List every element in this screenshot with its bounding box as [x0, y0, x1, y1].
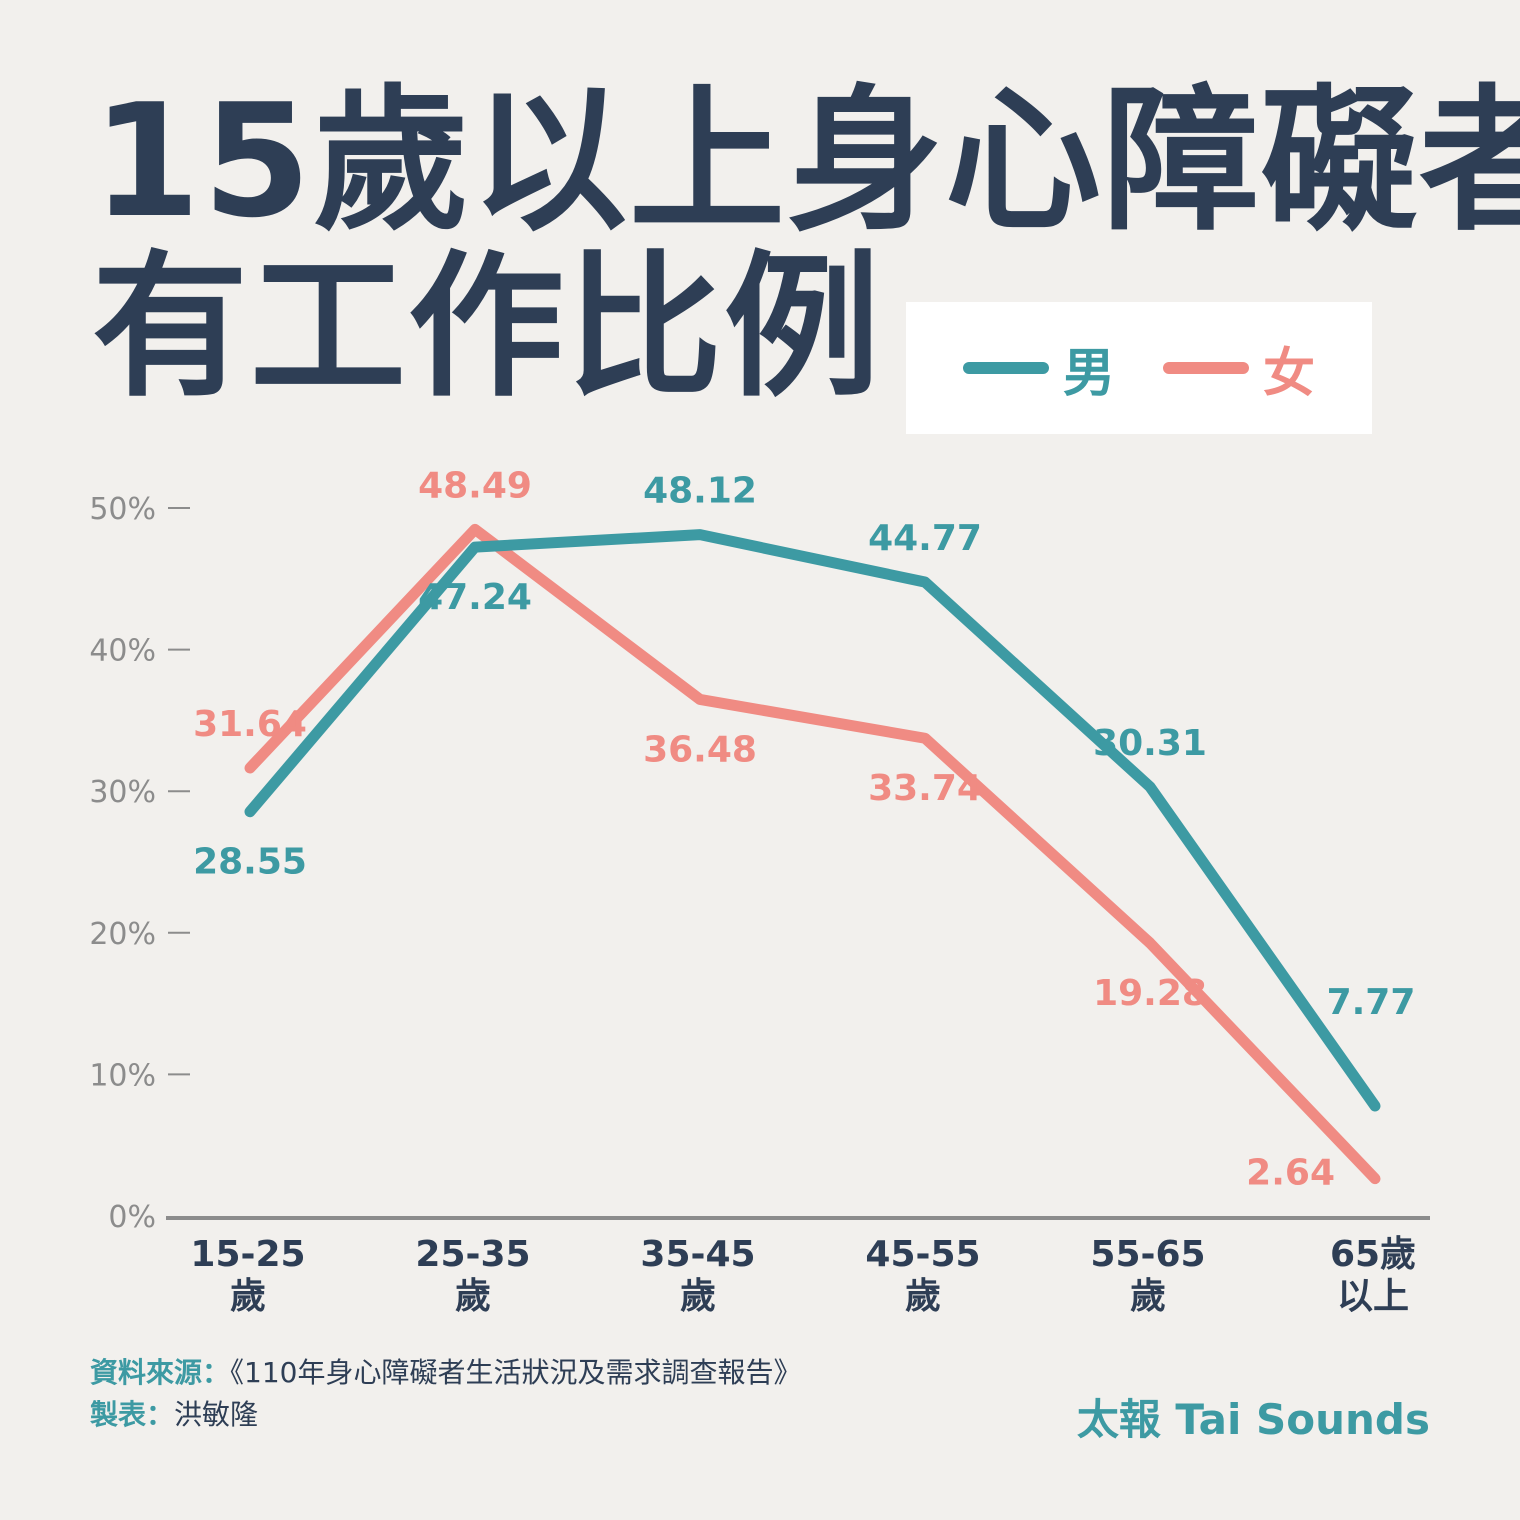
chart-title-line-1: 15歲以上身心障礙者 [92, 70, 1520, 252]
data-label-female: 36.48 [643, 729, 757, 770]
x-category-label-line: 55-65 [1090, 1234, 1205, 1275]
x-category-label: 45-55 歲 [865, 1234, 980, 1317]
x-category-label-line: 25-35 [415, 1234, 530, 1275]
x-category-label: 55-65 歲 [1090, 1234, 1205, 1317]
data-label-male: 48.12 [643, 471, 757, 512]
x-category-label-line: 15-25 [190, 1234, 305, 1275]
y-tick-label: 50% [89, 492, 156, 527]
chart-title-line-2: 有工作比例 [92, 236, 882, 418]
brand-logo-text: 太報 Tai Sounds [1076, 1395, 1430, 1444]
series-line-female [244, 523, 1381, 1185]
x-category-label: 65歲以上 [1330, 1234, 1416, 1317]
y-tick-label: 20% [89, 917, 156, 952]
maker-text: 洪敏隆 [174, 1398, 259, 1431]
chart-title: 15歲以上身心障礙者 有工作比例 [92, 78, 1520, 410]
legend-label-female: 女 [1263, 343, 1316, 404]
x-category-label: 25-35 歲 [415, 1234, 530, 1317]
x-category-label-line: 歲 [680, 1276, 716, 1317]
data-label-female: 2.64 [1246, 1153, 1335, 1194]
source-line: 資料來源：《110年身心障礙者生活狀況及需求調查報告》 [90, 1352, 801, 1394]
source-label: 資料來源： [90, 1356, 231, 1389]
source-text: 《110年身心障礙者生活狀況及需求調查報告》 [230, 1356, 802, 1389]
legend-swatch-female [1163, 362, 1249, 374]
x-category-label-line: 歲 [230, 1276, 266, 1317]
legend-label-male: 男 [1062, 343, 1115, 404]
maker-line: 製表：洪敏隆 [90, 1394, 801, 1436]
data-label-male: 47.24 [418, 577, 532, 618]
source-block: 資料來源：《110年身心障礙者生活狀況及需求調查報告》 製表：洪敏隆 [90, 1352, 801, 1436]
legend-item-female: 女 [1163, 331, 1315, 406]
y-tick-label: 30% [89, 775, 156, 810]
series-line-male [244, 529, 1381, 1112]
legend-swatch-male [962, 362, 1049, 374]
data-label-female: 33.74 [868, 768, 982, 809]
line-chart: 0%10%20%30%40%50%15-25 歲25-35 歲35-45 歲45-55… [89, 465, 1430, 1317]
x-category-label-line: 歲 [905, 1276, 941, 1317]
data-label-female: 19.28 [1093, 973, 1207, 1014]
data-label-male: 44.77 [868, 518, 982, 559]
x-category-label-line: 以上 [1337, 1276, 1409, 1317]
x-category-label: 15-25 歲 [190, 1234, 305, 1317]
x-category-label-line: 歲 [455, 1276, 491, 1317]
x-category-label-line: 歲 [1130, 1276, 1166, 1317]
data-label-female: 48.49 [418, 465, 532, 506]
y-tick-label: 0% [108, 1200, 156, 1235]
data-label-male: 30.31 [1093, 723, 1207, 764]
data-label-male: 28.55 [193, 842, 307, 883]
x-category-label: 35-45 歲 [640, 1234, 755, 1317]
y-tick-label: 10% [89, 1058, 156, 1093]
x-category-label-line: 45-55 [865, 1234, 980, 1275]
data-label-female: 31.64 [193, 704, 307, 745]
y-tick-label: 40% [89, 634, 156, 669]
legend-item-male: 男 [962, 331, 1115, 406]
maker-label: 製表： [90, 1398, 175, 1431]
x-category-label-line: 65歲 [1330, 1234, 1416, 1275]
data-label-male: 7.77 [1327, 982, 1416, 1023]
legend: 男 女 [906, 302, 1372, 434]
x-category-label-line: 35-45 [640, 1234, 755, 1275]
